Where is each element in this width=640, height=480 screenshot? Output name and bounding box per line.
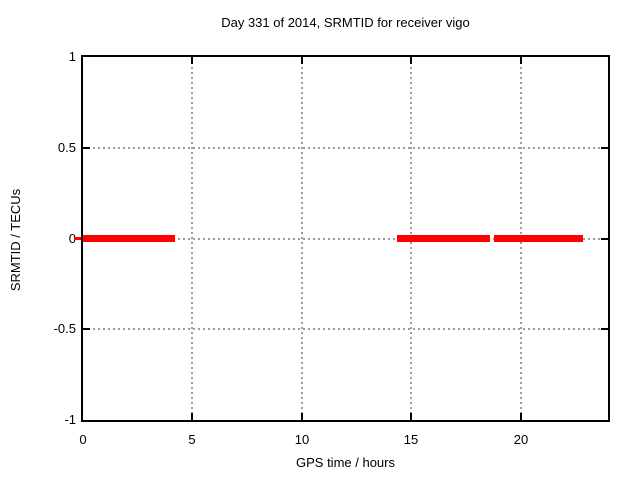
- y-tick-right-0: [601, 238, 608, 240]
- y-tick-right--0.5: [601, 328, 608, 330]
- data-segment-2: [494, 235, 583, 242]
- x-tick-label-15: 15: [403, 432, 419, 447]
- plot-area: [74, 55, 610, 422]
- y-tick-label-0: 0: [68, 231, 76, 246]
- x-tick-label-10: 10: [294, 432, 310, 447]
- y-tick-label-0.5: 0.5: [57, 140, 76, 155]
- gridline-y--0.5: [83, 328, 608, 330]
- data-segment-1: [397, 235, 490, 242]
- y-tick-left-0.5: [83, 147, 90, 149]
- y-tick-left--0.5: [83, 328, 90, 330]
- x-tick-label-0: 0: [79, 432, 87, 447]
- gridline-y-0.5: [83, 147, 608, 149]
- x-tick-top-15: [410, 57, 412, 64]
- x-tick-bottom-15: [410, 413, 412, 420]
- x-tick-top-20: [520, 57, 522, 64]
- x-tick-label-5: 5: [188, 432, 196, 447]
- data-segment-0-edge-cap: [74, 237, 81, 240]
- x-tick-top-5: [191, 57, 193, 64]
- data-segment-0: [83, 235, 175, 242]
- y-tick-label--0.5: -0.5: [53, 321, 76, 336]
- x-tick-bottom-5: [191, 413, 193, 420]
- y-tick-right-0.5: [601, 147, 608, 149]
- y-tick-label--1: -1: [64, 412, 76, 427]
- x-tick-bottom-20: [520, 413, 522, 420]
- x-tick-label-20: 20: [513, 432, 529, 447]
- gridline-y-0: [83, 238, 608, 240]
- x-axis-label: GPS time / hours: [296, 455, 395, 470]
- x-tick-bottom-10: [301, 413, 303, 420]
- x-tick-top-10: [301, 57, 303, 64]
- chart-title: Day 331 of 2014, SRMTID for receiver vig…: [221, 15, 470, 30]
- y-tick-label-1: 1: [68, 49, 76, 64]
